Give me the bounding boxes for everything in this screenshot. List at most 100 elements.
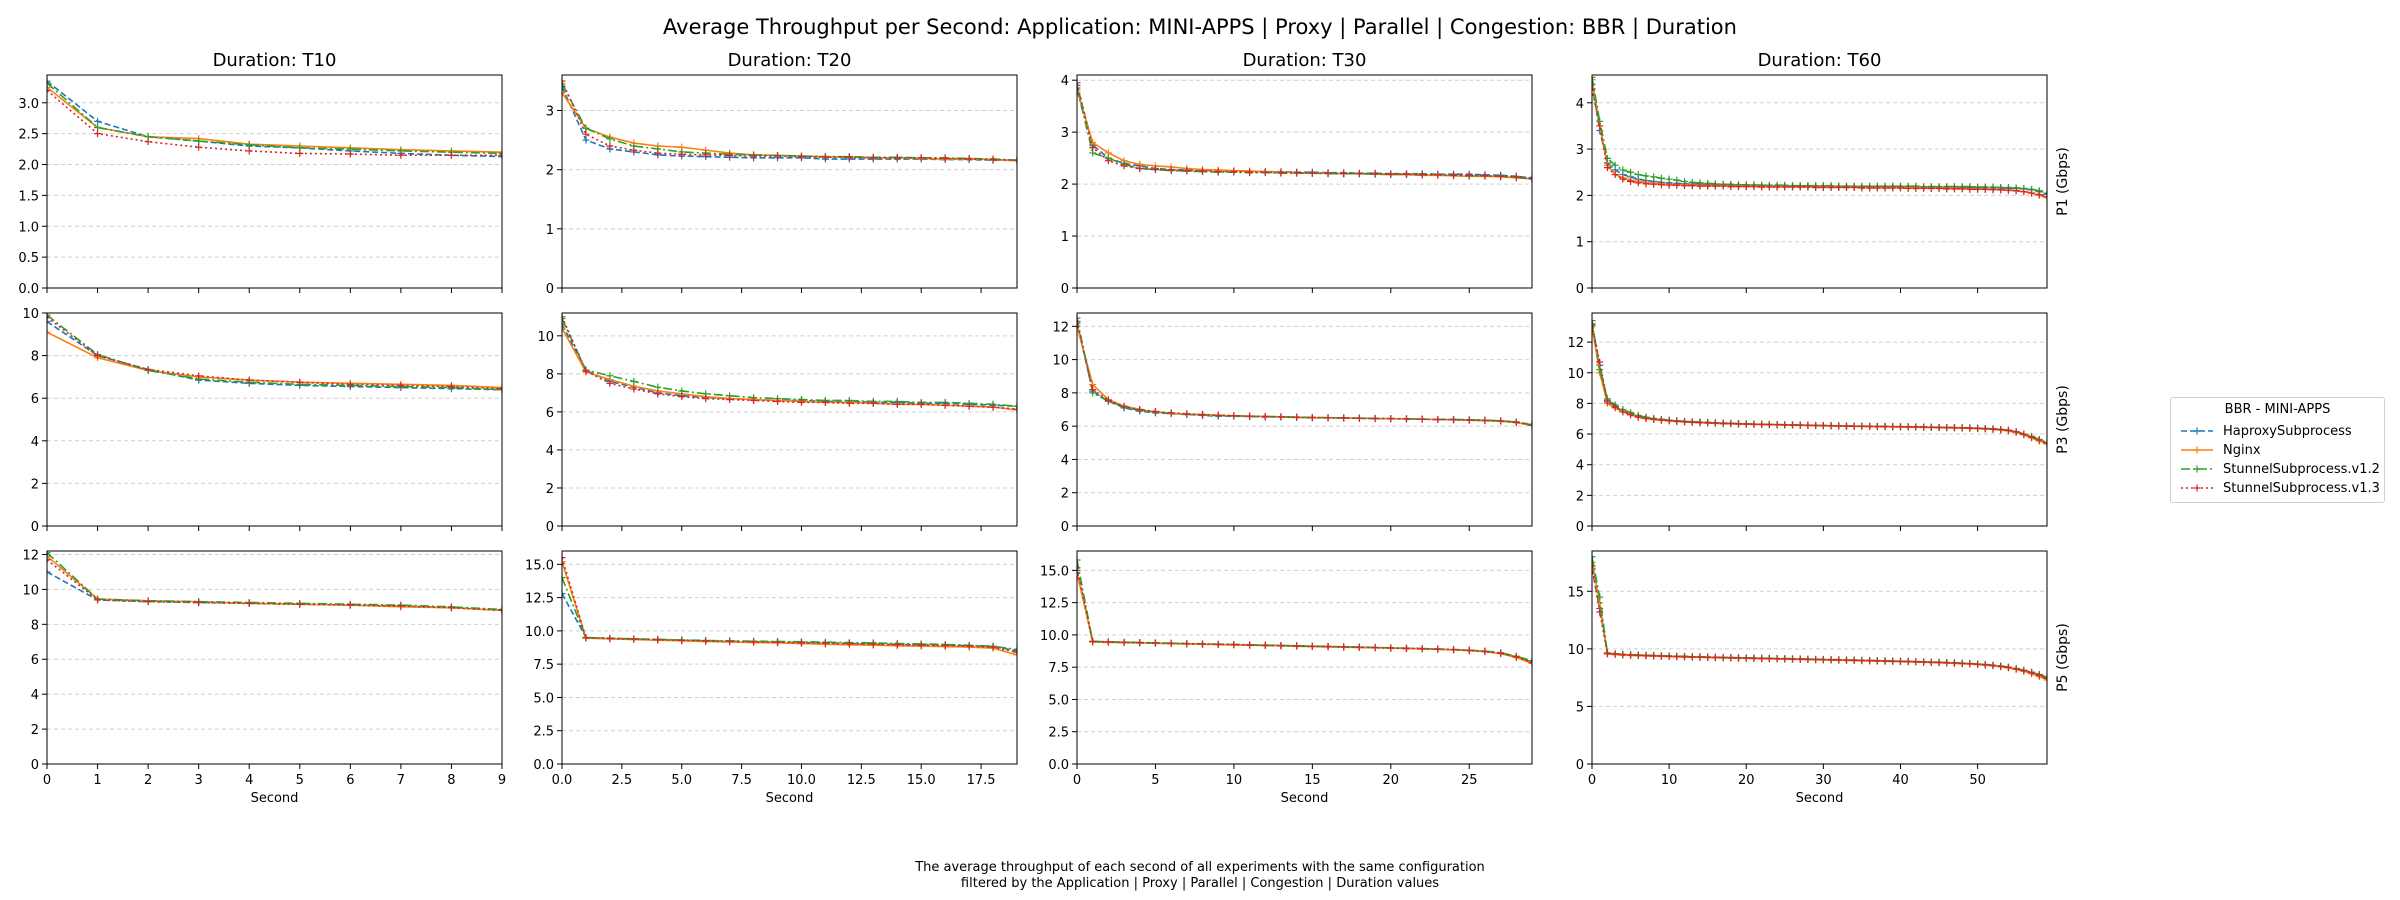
data-point [1340, 643, 1348, 651]
data-point [1077, 84, 1081, 92]
data-point [47, 313, 51, 319]
ytick-label: 10 [22, 307, 39, 322]
ytick-label: 2 [1061, 178, 1069, 193]
data-point [1077, 564, 1081, 572]
data-point [562, 590, 566, 598]
data-point [630, 146, 638, 154]
data-point [1592, 76, 1596, 84]
ytick-label: 8 [1576, 397, 1584, 412]
data-point [1619, 651, 1627, 659]
data-point [1997, 186, 2005, 194]
data-point [965, 642, 973, 650]
xtick-label: 4 [245, 773, 253, 788]
data-point [2035, 671, 2043, 679]
data-point [1904, 423, 1912, 431]
ytick-label: 0 [31, 758, 39, 773]
series-group [562, 77, 1017, 165]
data-point [1324, 414, 1332, 422]
data-point [1199, 411, 1207, 419]
data-point [1927, 423, 1935, 431]
data-point [1896, 184, 1904, 192]
data-point [2043, 673, 2047, 681]
data-point [498, 385, 502, 393]
series-line [1077, 567, 1532, 664]
data-point [1592, 321, 1596, 329]
data-point [498, 148, 502, 156]
data-point [144, 365, 152, 373]
data-point [1592, 562, 1596, 570]
xtick-label: 10 [1661, 773, 1678, 788]
data-point [397, 151, 405, 159]
ytick-label: 6 [546, 406, 554, 421]
data-point [1512, 173, 1520, 181]
data-point [1673, 181, 1681, 189]
data-point [1627, 168, 1635, 176]
data-point [397, 381, 405, 389]
ytick-label: 0 [1061, 520, 1069, 535]
data-point [2035, 190, 2043, 198]
data-point [1611, 171, 1619, 179]
data-point [1077, 314, 1081, 322]
series-line [562, 324, 1017, 407]
series-line [1077, 570, 1532, 663]
data-point [1688, 182, 1696, 190]
data-point [1804, 183, 1812, 191]
data-point [1981, 425, 1989, 433]
ytick-label: 15.0 [1040, 564, 1069, 579]
data-point [1835, 422, 1843, 430]
ytick-label: 5 [1576, 700, 1584, 715]
data-point [1013, 647, 1017, 655]
data-point [296, 149, 304, 157]
data-point [1742, 654, 1750, 662]
data-point [1642, 414, 1650, 422]
data-point [1371, 644, 1379, 652]
ytick-label: 15 [1567, 585, 1584, 600]
data-point [1842, 422, 1850, 430]
axes-frame [1591, 312, 2048, 527]
series-group [562, 313, 1017, 414]
series-line [1592, 568, 2047, 679]
data-point [1935, 423, 1943, 431]
data-point [245, 376, 253, 384]
data-point [1013, 651, 1017, 659]
ytick-label: 10 [1567, 367, 1584, 382]
legend-entry: HaproxySubprocess [2179, 422, 2352, 440]
data-point [1750, 420, 1758, 428]
legend: BBR - MINI-APPS HaproxySubprocess Nginx St… [2170, 397, 2385, 503]
series-line [1592, 565, 2047, 679]
data-point [1657, 652, 1665, 660]
panel-r2-c2: 0.0 2.5 5.0 7.5 10.0 12.5 15.0 0 5 10 15 20 25 Second [1040, 550, 1533, 806]
data-point [1773, 183, 1781, 191]
legend-entry: StunnelSubprocess.v1.3 [2179, 479, 2380, 497]
data-point [1758, 420, 1766, 428]
data-point [1704, 653, 1712, 661]
data-point [144, 598, 152, 606]
ytick-label: 4 [1061, 453, 1069, 468]
data-point [1183, 410, 1191, 418]
ytick-label: 8 [31, 618, 39, 633]
data-point [1603, 398, 1611, 406]
panel-r2-c3: 0 5 10 15 0 10 20 30 40 50 P5 (Gbps) Second [1567, 550, 2071, 806]
data-point [2043, 194, 2047, 202]
data-point [1920, 423, 1928, 431]
data-point [1592, 80, 1596, 88]
data-point [726, 151, 734, 159]
data-point [1277, 642, 1285, 650]
data-point [869, 399, 877, 407]
data-point [1013, 646, 1017, 654]
ytick-label: 2 [1576, 189, 1584, 204]
data-point [1812, 656, 1820, 664]
data-point [1927, 184, 1935, 192]
data-point [750, 396, 758, 404]
data-point [1089, 386, 1097, 394]
ytick-label: 2.5 [533, 725, 554, 740]
ytick-label: 0 [546, 520, 554, 535]
data-point [1881, 184, 1889, 192]
ytick-label: 0 [1576, 758, 1584, 773]
data-point [498, 149, 502, 157]
ytick-label: 5.0 [533, 691, 554, 706]
data-point [94, 596, 102, 604]
data-point [245, 599, 253, 607]
data-point [1528, 659, 1532, 667]
